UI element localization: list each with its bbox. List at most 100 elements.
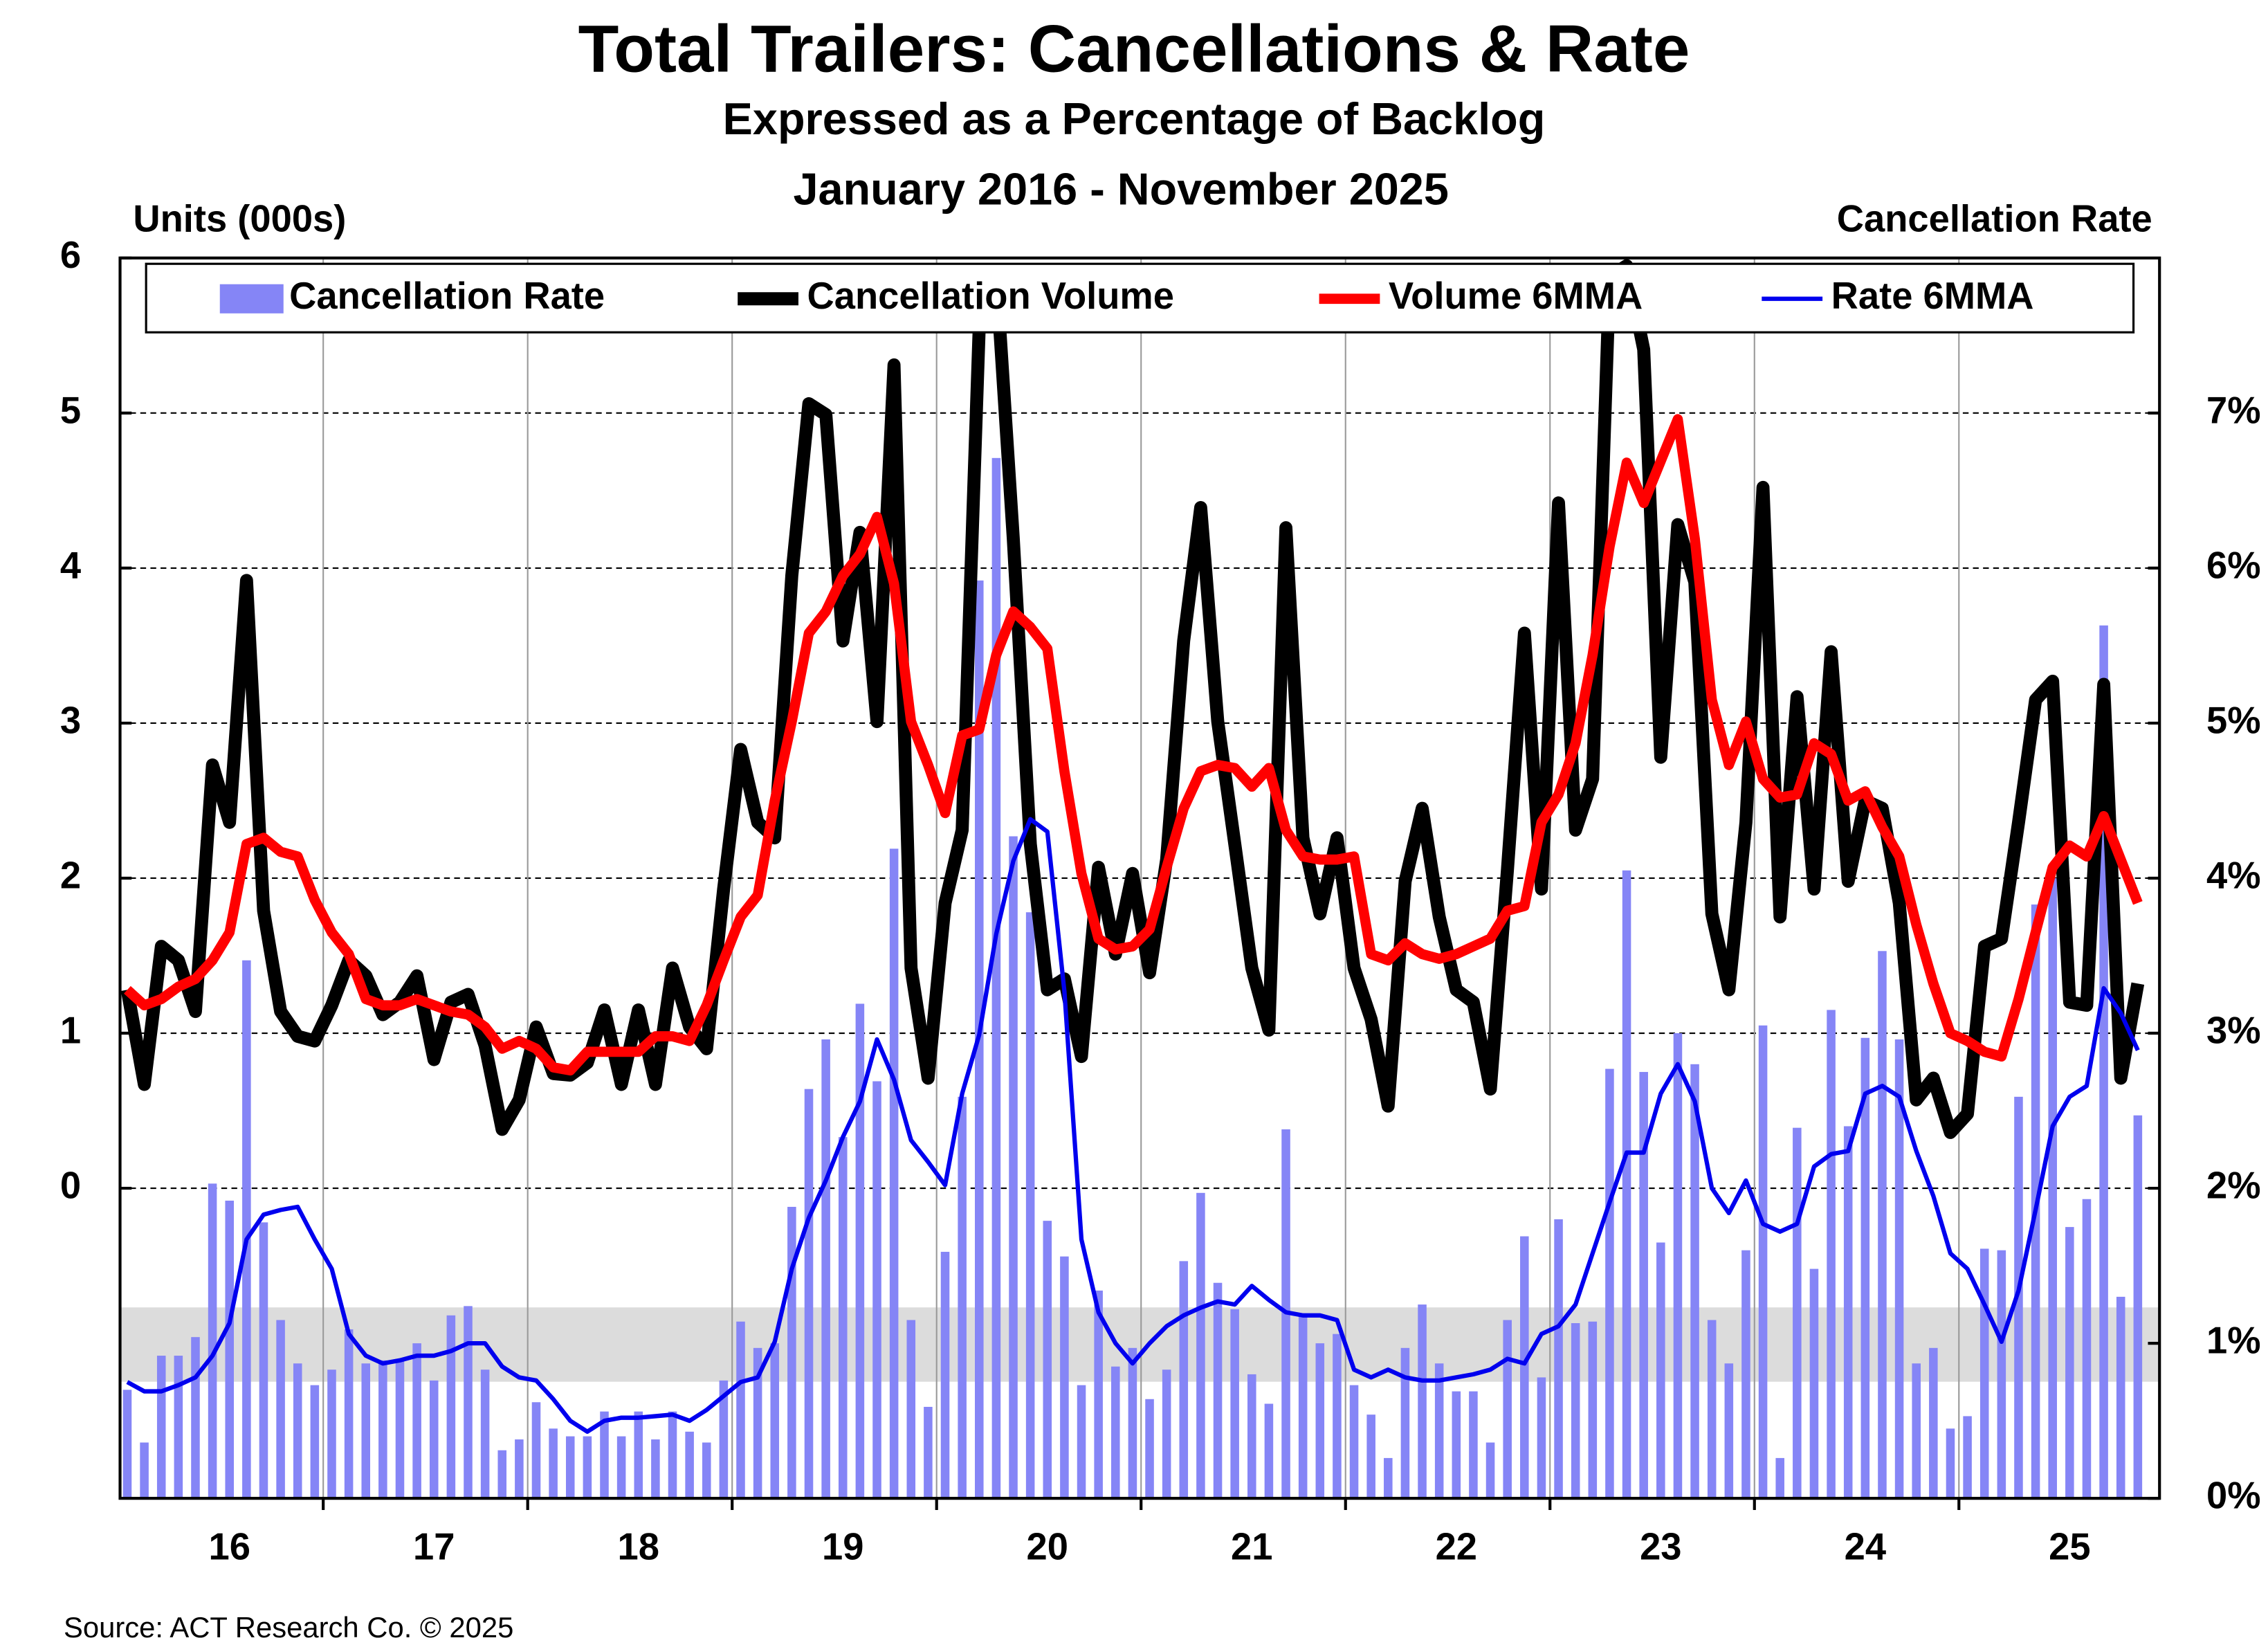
bar [1111, 1366, 1120, 1499]
bar [446, 1315, 456, 1499]
bar [1264, 1403, 1274, 1499]
y-tick-label: 0 [60, 1164, 81, 1206]
bar [1588, 1321, 1598, 1499]
bar [753, 1347, 762, 1499]
bar [770, 1343, 780, 1499]
bar [1366, 1414, 1375, 1499]
bar [668, 1411, 677, 1499]
bar [1809, 1268, 1819, 1499]
y2-tick-label: 7% [2206, 389, 2261, 431]
bar [1605, 1068, 1614, 1499]
bar [1230, 1309, 1239, 1499]
bar [958, 1096, 967, 1499]
bar [1384, 1457, 1393, 1499]
legend-label: Cancellation Rate [289, 275, 605, 317]
y-tick-label: 4 [60, 544, 82, 586]
bar [1741, 1250, 1750, 1499]
x-tick-label: 22 [1436, 1525, 1477, 1567]
bar [1077, 1385, 1086, 1499]
bar [1690, 1064, 1699, 1499]
bar [1503, 1320, 1512, 1499]
bar [276, 1320, 285, 1499]
bar [174, 1356, 183, 1499]
bar [429, 1380, 439, 1499]
bar [242, 960, 251, 1499]
bar [1520, 1236, 1529, 1499]
x-tick-label: 18 [618, 1525, 659, 1567]
bar [480, 1370, 490, 1499]
bar [395, 1358, 405, 1499]
legend-label: Volume 6MMA [1389, 275, 1643, 317]
bar [719, 1380, 729, 1499]
bar [889, 848, 899, 1499]
bar [122, 1390, 132, 1499]
line-series [120, 259, 2145, 1139]
bar [1979, 1248, 1989, 1499]
bar [1571, 1322, 1580, 1499]
bar [1793, 1127, 1802, 1499]
bar [412, 1343, 421, 1499]
bar [156, 1356, 166, 1499]
bar [1418, 1304, 1427, 1499]
bar [1094, 1290, 1103, 1499]
bar [940, 1251, 950, 1499]
legend-label: Cancellation Volume [807, 275, 1174, 317]
bar [1537, 1377, 1546, 1499]
bar [327, 1370, 336, 1499]
bar [2082, 1199, 2092, 1499]
x-tick-label: 16 [208, 1525, 250, 1567]
bar [1196, 1192, 1205, 1499]
bar [2014, 1096, 2023, 1499]
y-axis-title: Units (000s) [133, 197, 346, 239]
bar [344, 1329, 354, 1499]
x-tick-label: 19 [822, 1525, 863, 1567]
bar [1452, 1391, 1461, 1499]
x-tick-label: 17 [413, 1525, 455, 1567]
bar [1912, 1363, 1921, 1499]
bar [361, 1363, 371, 1499]
y-tick-label: 3 [60, 699, 81, 741]
bar [1775, 1457, 1784, 1499]
bar [838, 1137, 848, 1499]
y2-tick-label: 4% [2206, 854, 2261, 896]
bar [208, 1183, 217, 1499]
bar [1213, 1282, 1223, 1499]
chart-subtitle: Expressed as a Percentage of Backlog [723, 93, 1546, 144]
bar [702, 1442, 711, 1499]
bar [1878, 951, 1887, 1499]
bar [1843, 1126, 1853, 1499]
bar [804, 1089, 814, 1499]
bar [1400, 1347, 1410, 1499]
bar [616, 1436, 626, 1499]
y-tick-label: 6 [60, 234, 81, 276]
bar [1043, 1221, 1052, 1499]
bar [583, 1436, 592, 1499]
y-tick-label: 5 [60, 389, 81, 431]
bar [855, 1003, 865, 1499]
shaded-band [120, 1307, 2160, 1382]
bar [906, 1320, 916, 1499]
bar [1946, 1428, 1955, 1499]
bar [140, 1442, 149, 1499]
y2-tick-label: 1% [2206, 1319, 2261, 1361]
bar [1963, 1416, 1972, 1499]
bar [2116, 1296, 2125, 1499]
bar [1724, 1363, 1734, 1499]
bar [225, 1200, 234, 1499]
bar [1145, 1399, 1154, 1499]
bar [787, 1206, 796, 1499]
bar [1060, 1256, 1069, 1499]
bar [1997, 1250, 2006, 1499]
bar [1128, 1347, 1137, 1499]
bar [651, 1439, 660, 1499]
y-tick-label: 2 [60, 854, 81, 896]
bar [1349, 1385, 1359, 1499]
x-tick-label: 25 [2049, 1525, 2090, 1567]
line-series [124, 414, 2143, 1076]
line-series [126, 817, 2140, 1434]
bar [1758, 1025, 1768, 1499]
bar [1554, 1219, 1563, 1499]
bar [191, 1337, 200, 1499]
bar [821, 1039, 830, 1499]
bar [531, 1402, 541, 1499]
